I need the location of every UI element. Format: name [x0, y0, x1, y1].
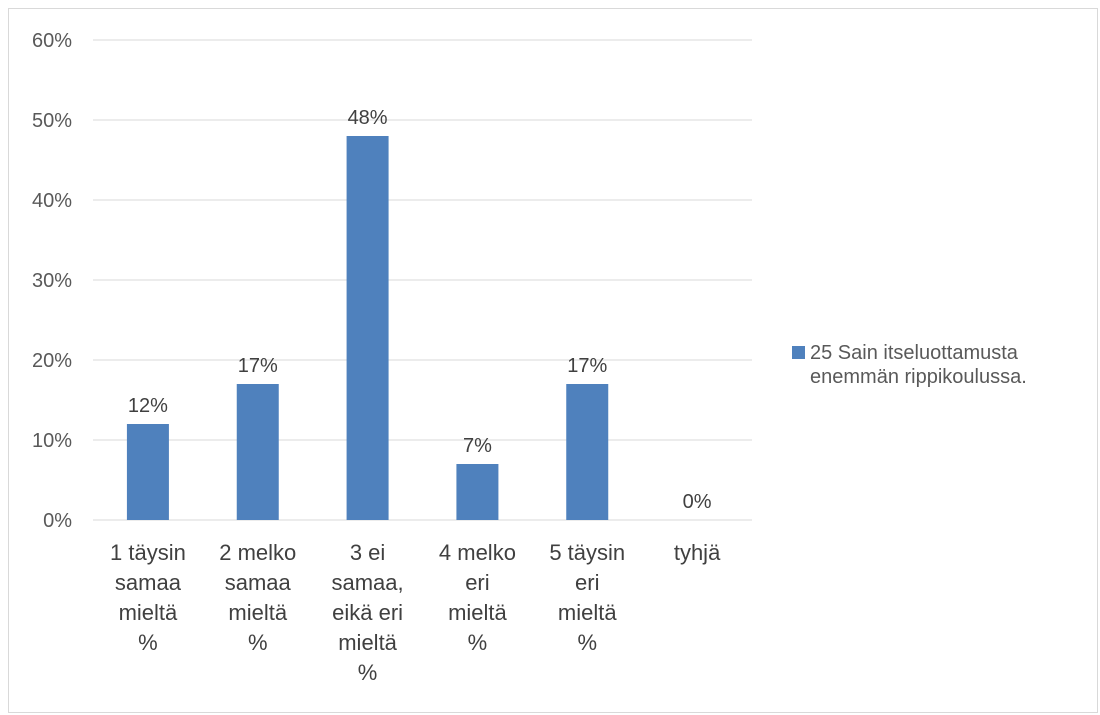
x-tick-label-line: % — [577, 630, 597, 655]
bar — [346, 136, 389, 520]
data-label: 0% — [683, 491, 712, 513]
x-tick-label: 1 täysin samaa mieltä% — [110, 540, 186, 655]
x-tick-label-line: eri — [465, 570, 489, 595]
x-axis-ticks: 1 täysin samaa mieltä %2 melko samaa mieltä %3… — [110, 540, 721, 685]
x-tick-label-line: tyhjä — [674, 540, 721, 565]
legend-label: 25 Sain itseluottamusta enemmän rippikoul… — [810, 342, 1027, 388]
y-tick-label: 30% — [32, 270, 72, 292]
legend-label-line: enemmän rippikoulussa. — [810, 366, 1027, 388]
x-tick-label-line: 5 täysin — [549, 540, 625, 565]
data-label: 17% — [567, 355, 607, 377]
y-tick-label: 50% — [32, 110, 72, 132]
x-tick-label-line: 3 ei — [350, 540, 385, 565]
x-tick-label: 2 melko samaa mieltä% — [219, 540, 296, 655]
x-tick-label-line: samaa — [225, 570, 292, 595]
y-tick-label: 0% — [43, 510, 72, 532]
data-label: 12% — [128, 395, 168, 417]
x-tick-label: 3 ei samaa, eikä eri mieltä% — [332, 540, 404, 685]
gridlines — [93, 39, 752, 521]
x-tick-label-line: 4 melko — [439, 540, 516, 565]
x-tick-label-line: mieltä — [448, 600, 507, 625]
y-tick-label: 20% — [32, 350, 72, 372]
y-tick-label: 40% — [32, 190, 72, 212]
x-tick-label-line: % — [138, 630, 158, 655]
x-tick-label-line: mieltä — [558, 600, 617, 625]
data-label: 17% — [238, 355, 278, 377]
x-tick-label-line: eri — [575, 570, 599, 595]
x-tick-label-line: samaa — [115, 570, 182, 595]
x-tick-label-line: mieltä — [338, 630, 397, 655]
x-tick-label-line: samaa, — [332, 570, 404, 595]
x-tick-label-line: eikä eri — [332, 600, 403, 625]
data-labels: 12% 17% 48% 7% 17% 0% — [128, 107, 712, 513]
x-tick-label-line: % — [468, 630, 488, 655]
y-tick-label: 60% — [32, 30, 72, 52]
legend-label-line: 25 Sain itseluottamusta — [810, 342, 1019, 364]
x-tick-label-line: % — [248, 630, 268, 655]
data-label: 48% — [348, 107, 388, 129]
x-tick-label: 5 täysin eri mieltä% — [549, 540, 625, 655]
x-tick-label-line: % — [358, 660, 378, 685]
x-tick-label: tyhjä — [674, 540, 721, 565]
bar — [456, 464, 499, 520]
x-tick-label-line: 2 melko — [219, 540, 296, 565]
data-label: 7% — [463, 435, 492, 457]
x-tick-label-line: 1 täysin — [110, 540, 186, 565]
legend-swatch — [792, 346, 805, 359]
legend: 25 Sain itseluottamusta enemmän rippikoul… — [792, 342, 1027, 388]
x-tick-label-line: mieltä — [228, 600, 287, 625]
bar — [566, 384, 609, 520]
x-tick-label: 4 melko eri mieltä% — [439, 540, 516, 655]
bar — [236, 384, 279, 520]
bar — [126, 424, 169, 520]
x-tick-label-line: mieltä — [119, 600, 178, 625]
y-tick-label: 10% — [32, 430, 72, 452]
bars — [126, 136, 609, 520]
y-axis-ticks: 0% 10% 20% 30% 40% 50% 60% — [32, 30, 72, 532]
